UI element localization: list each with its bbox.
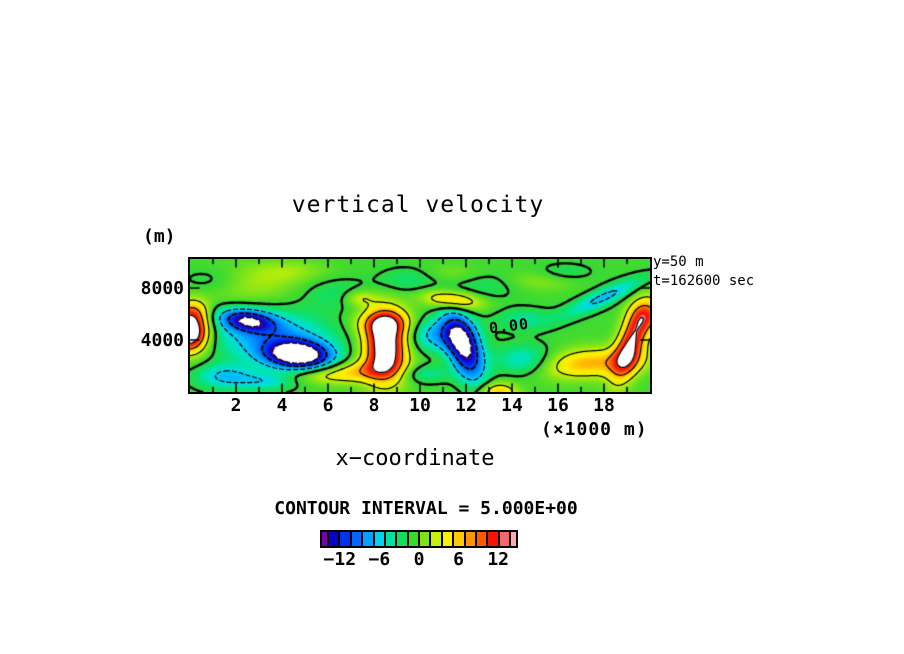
time-annotation: t=162600 sec: [653, 273, 755, 289]
colorbar-tick-label: −12: [323, 549, 357, 570]
x-tick-label: 16: [547, 395, 569, 416]
colorbar-segment: [488, 532, 498, 546]
colorbar-segment: [385, 532, 396, 546]
colorbar-tick-label: 6: [453, 549, 465, 570]
y-axis-unit-label: (m): [143, 226, 176, 247]
colorbar-segment: [454, 532, 464, 546]
x-tick-label: 12: [455, 395, 477, 416]
x-tick-label: 10: [409, 395, 431, 416]
colorbar-segment: [431, 532, 441, 546]
x-axis-title: x−coordinate: [335, 446, 495, 471]
colorbar-segment: [363, 532, 373, 546]
x-tick-label: 8: [368, 395, 380, 416]
colorbar-segment: [408, 532, 418, 546]
x-axis-unit-label: (×1000 m): [541, 419, 648, 440]
colorbar-segment: [499, 532, 509, 546]
x-tick-label: 2: [230, 395, 242, 416]
x-tick-label: 14: [501, 395, 523, 416]
colorbar-tick-label: 0: [413, 549, 425, 570]
colorbar-segment: [465, 532, 475, 546]
colorbar-tick-label: 12: [487, 549, 510, 570]
x-tick-label: 4: [276, 395, 288, 416]
y-tick-label: 8000: [140, 278, 184, 299]
colorbar-segment: [442, 532, 453, 546]
colorbar-segment: [374, 532, 384, 546]
colorbar-segment: [420, 532, 430, 546]
plot-title: vertical velocity: [291, 192, 545, 218]
colorbar-segment: [476, 532, 487, 546]
colorbar-segment: [397, 532, 407, 546]
colorbar-segment: [511, 532, 516, 546]
plane-annotation: y=50 m: [653, 254, 704, 270]
contour-interval-label: CONTOUR INTERVAL = 5.000E+00: [274, 498, 578, 519]
x-tick-label: 18: [593, 395, 615, 416]
colorbar-tick-label: −6: [368, 549, 391, 570]
contour-plot: 0.00: [188, 257, 652, 394]
colorbar-segment: [351, 532, 362, 546]
colorbar-segment: [322, 532, 327, 546]
y-tick-label: 4000: [140, 330, 184, 351]
colorbar-segment: [340, 532, 350, 546]
x-tick-label: 6: [322, 395, 334, 416]
colorbar-segment: [329, 532, 339, 546]
contour-field-canvas: [190, 259, 650, 392]
colorbar: [320, 530, 518, 548]
colorbar-tick-labels: −12 −6 0 6 12: [320, 549, 518, 571]
